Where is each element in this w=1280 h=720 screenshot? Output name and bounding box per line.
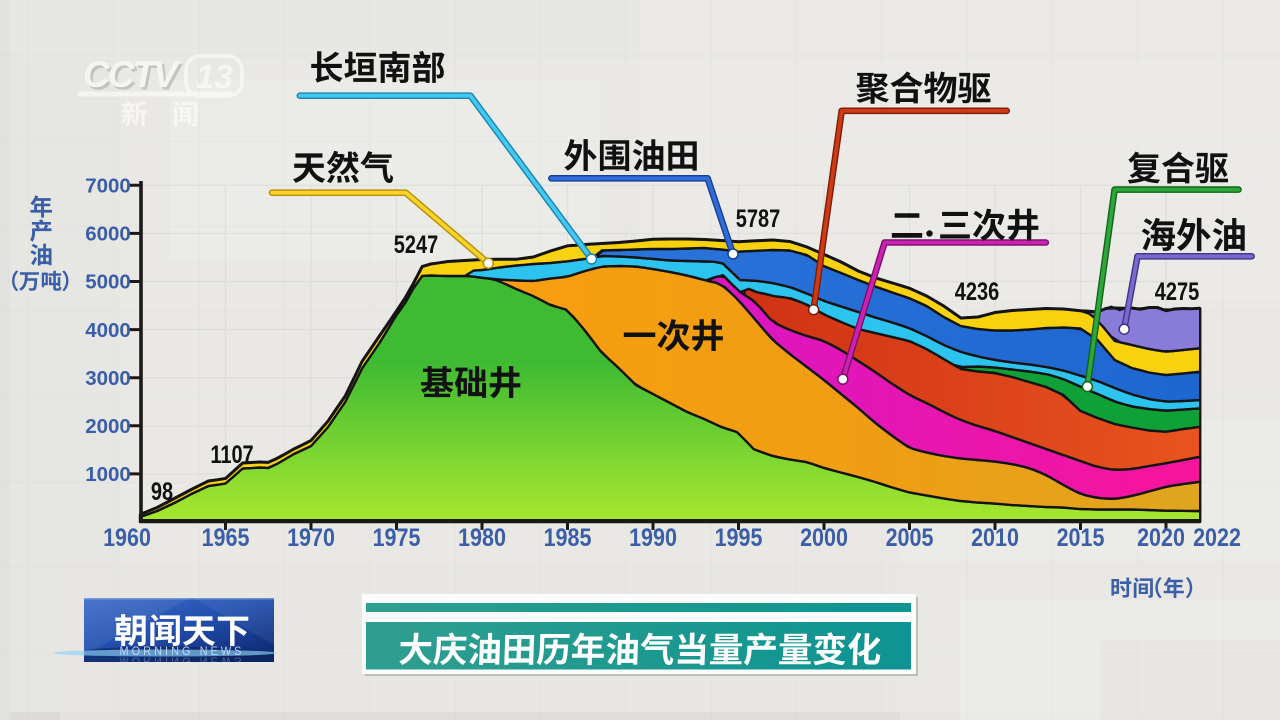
svg-text:98: 98 <box>151 478 173 506</box>
svg-text:2010: 2010 <box>971 523 1019 551</box>
svg-text:5000: 5000 <box>85 271 131 294</box>
svg-text:1975: 1975 <box>373 523 421 551</box>
svg-text:1985: 1985 <box>544 523 592 551</box>
svg-text:2000: 2000 <box>85 415 131 438</box>
svg-text:3000: 3000 <box>85 367 131 390</box>
svg-text:CCTV: CCTV <box>86 57 184 98</box>
svg-text:MORNING NEWS: MORNING NEWS <box>120 646 245 658</box>
svg-text:1960: 1960 <box>103 523 151 551</box>
svg-text:5787: 5787 <box>736 205 780 233</box>
svg-text:1107: 1107 <box>210 441 253 469</box>
svg-text:1970: 1970 <box>287 523 335 551</box>
svg-text:4236: 4236 <box>955 278 999 306</box>
svg-text:2000: 2000 <box>800 523 848 551</box>
svg-text:5247: 5247 <box>394 231 438 259</box>
svg-text:1980: 1980 <box>458 523 506 551</box>
svg-text:2020: 2020 <box>1137 523 1185 551</box>
svg-text:MORNING NEWS: MORNING NEWS <box>120 654 245 666</box>
svg-text:1995: 1995 <box>715 523 763 551</box>
svg-text:13: 13 <box>196 58 233 95</box>
svg-text:4000: 4000 <box>85 319 131 342</box>
svg-text:CCTV: CCTV <box>83 54 181 95</box>
svg-text:2015: 2015 <box>1057 523 1105 551</box>
svg-text:1000: 1000 <box>85 463 131 486</box>
svg-text:2022: 2022 <box>1193 523 1241 551</box>
svg-text:1965: 1965 <box>202 523 250 551</box>
svg-text:4275: 4275 <box>1155 278 1199 306</box>
svg-text:2005: 2005 <box>886 523 934 551</box>
svg-text:1990: 1990 <box>629 523 677 551</box>
svg-text:6000: 6000 <box>85 223 131 246</box>
svg-text:7000: 7000 <box>85 175 131 198</box>
